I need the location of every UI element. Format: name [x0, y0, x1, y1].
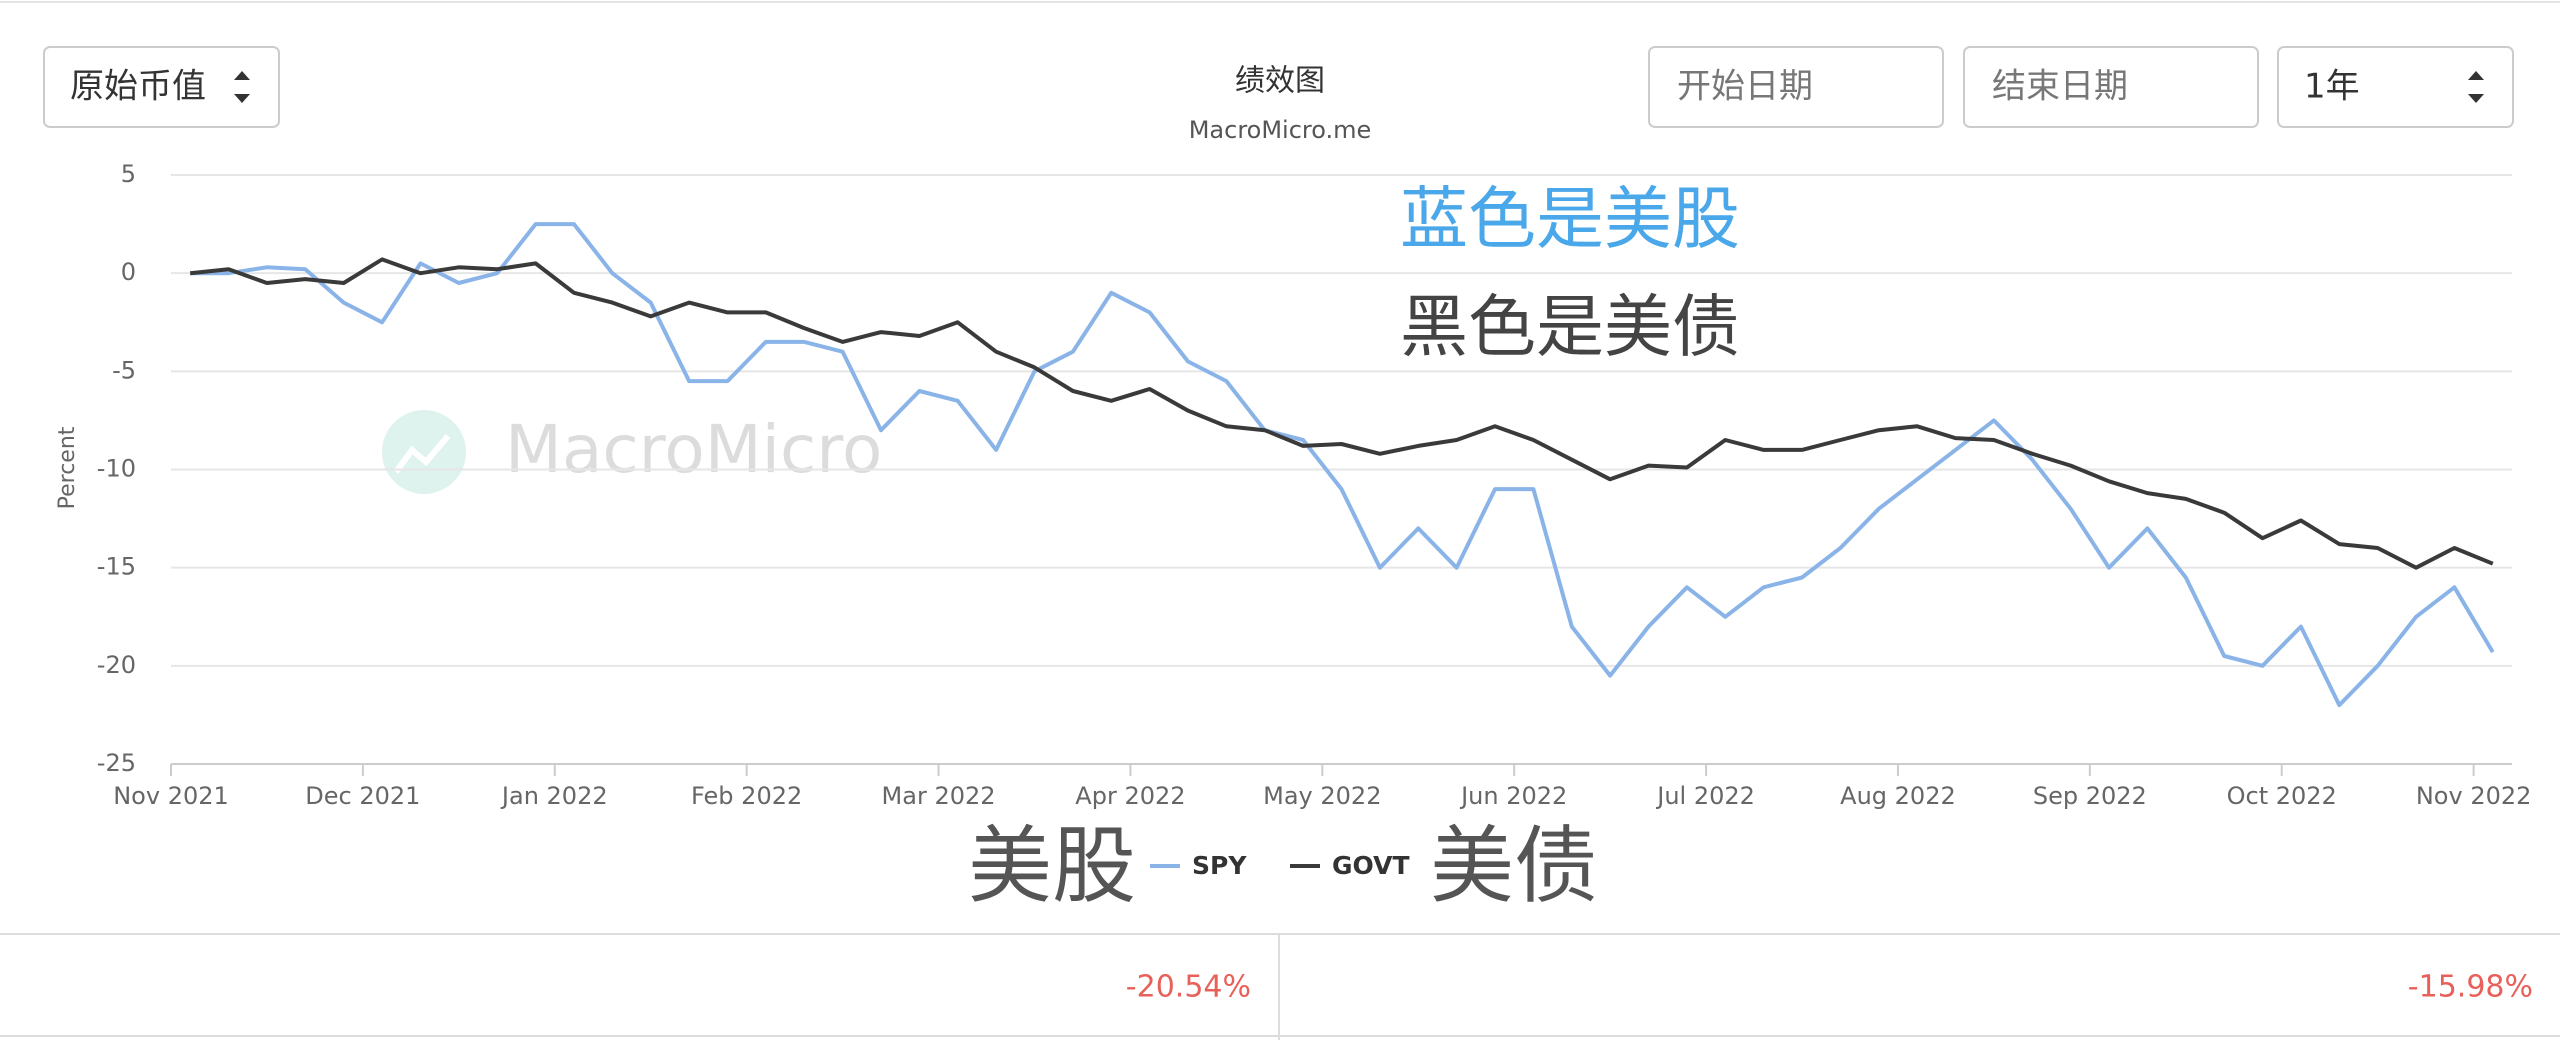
- chart-subtitle: MacroMicro.me: [1189, 116, 1372, 144]
- legend-label: SPY: [1192, 851, 1247, 880]
- x-tick-label: Oct 2022: [2227, 782, 2337, 810]
- x-tick-label: May 2022: [1263, 782, 1381, 810]
- date-placeholder[interactable]: 开始日期: [1677, 67, 1813, 107]
- x-tick-label: Aug 2022: [1840, 782, 1956, 810]
- y-tick-label: -15: [97, 553, 136, 581]
- series-line: [189, 257, 2494, 570]
- date-input[interactable]: [1648, 46, 1944, 128]
- annotation: 美债: [1430, 817, 1598, 915]
- date-input[interactable]: [1963, 46, 2259, 128]
- start-date[interactable]: 开始日期: [1648, 46, 1944, 128]
- y-tick-label: 0: [121, 258, 136, 286]
- select-arrow: [2468, 71, 2484, 103]
- x-tick-label: Sep 2022: [2033, 782, 2147, 810]
- y-tick-label: -5: [112, 356, 136, 384]
- select-label[interactable]: 原始币值: [70, 67, 206, 107]
- watermark: MacroMicro: [382, 410, 882, 494]
- summary-value: -15.98%: [2408, 970, 2533, 1005]
- y-tick-label: -10: [97, 455, 136, 483]
- legend-label: GOVT: [1332, 851, 1410, 880]
- chart-title: 绩效图: [1235, 64, 1325, 99]
- x-tick-label: Jun 2022: [1459, 782, 1567, 810]
- y-tick-label: -20: [97, 651, 136, 679]
- select-label[interactable]: 1年: [2304, 67, 2360, 107]
- x-tick-label: Jul 2022: [1655, 782, 1755, 810]
- annotation: 蓝色是美股: [1400, 181, 1740, 260]
- end-date[interactable]: 结束日期: [1963, 46, 2259, 128]
- range-select[interactable]: 1年: [2277, 46, 2514, 128]
- x-tick-label: Jan 2022: [500, 782, 608, 810]
- select-arrow: [234, 71, 250, 103]
- x-tick-label: Apr 2022: [1075, 782, 1185, 810]
- watermark-logo-mark: [393, 434, 451, 474]
- y-axis-label: Percent: [55, 426, 80, 509]
- series-line: [190, 222, 2495, 708]
- annotation: 美股: [968, 817, 1136, 915]
- x-tick-label: Dec 2021: [305, 782, 420, 810]
- y-tick-label: -25: [97, 749, 136, 777]
- currency-select[interactable]: 原始币值: [43, 46, 280, 128]
- date-placeholder[interactable]: 结束日期: [1992, 67, 2128, 107]
- y-tick-label: 5: [121, 160, 136, 188]
- x-tick-label: Mar 2022: [882, 782, 996, 810]
- annotation: 黑色是美债: [1400, 289, 1740, 368]
- x-tick-label: Nov 2022: [2416, 782, 2532, 810]
- watermark-logo: [382, 410, 466, 494]
- x-tick-label: Feb 2022: [691, 782, 802, 810]
- summary-value: -20.54%: [1126, 970, 1251, 1005]
- select-box[interactable]: [43, 46, 280, 128]
- select-box[interactable]: [2277, 46, 2514, 128]
- watermark-text: MacroMicro: [505, 411, 882, 488]
- x-tick-label: Nov 2021: [113, 782, 229, 810]
